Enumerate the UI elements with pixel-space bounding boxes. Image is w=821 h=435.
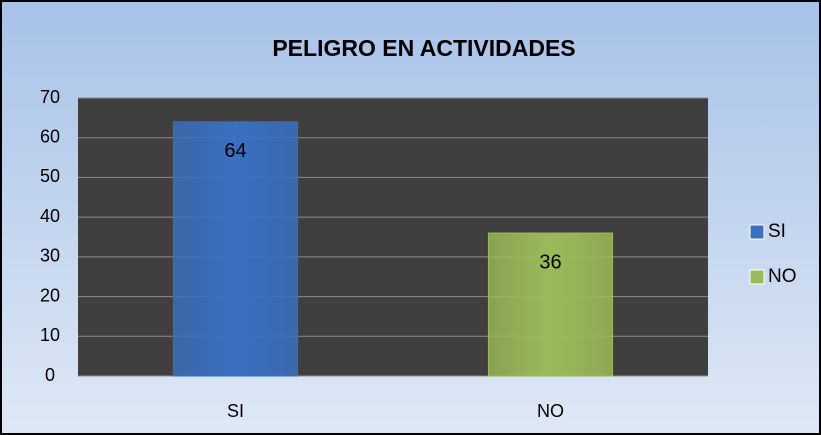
data-label: 36 (539, 251, 561, 273)
plot-area (78, 98, 708, 376)
bar (487, 232, 614, 377)
legend-label: SI (768, 221, 786, 242)
bar (172, 121, 299, 377)
x-tick-label: NO (537, 401, 564, 421)
y-tick-label: 10 (40, 325, 60, 345)
y-tick-label: 60 (40, 126, 60, 146)
chart-title: PELIGRO EN ACTIVIDADES (272, 35, 575, 61)
y-tick-label: 20 (40, 285, 60, 305)
data-label: 64 (224, 140, 246, 162)
y-tick-label: 40 (40, 206, 60, 226)
legend-label: NO (768, 266, 797, 287)
y-tick-label: 70 (40, 87, 60, 107)
y-tick-label: 0 (45, 365, 55, 385)
y-tick-label: 30 (40, 246, 60, 266)
x-tick-label: SI (227, 401, 244, 421)
legend-swatch (749, 269, 765, 285)
y-tick-label: 50 (40, 166, 60, 186)
legend-swatch (749, 224, 765, 240)
